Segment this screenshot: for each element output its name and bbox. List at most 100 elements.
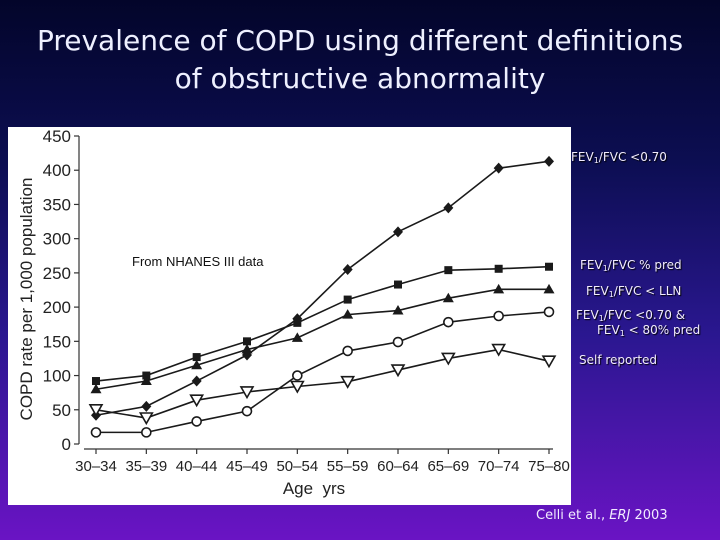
series-label-subscript: 1 xyxy=(593,156,599,165)
series-label-text: /FVC % pred xyxy=(607,258,682,272)
series-line xyxy=(95,348,550,419)
data-point xyxy=(493,162,504,174)
series-label-text: FEV xyxy=(576,308,599,322)
data-point xyxy=(292,370,303,381)
x-tick-label: 30–34 xyxy=(75,458,117,475)
data-point xyxy=(545,262,553,271)
x-axis-label: Age yrs xyxy=(283,479,345,498)
data-point xyxy=(241,405,253,417)
series-label-5: FEV1 < 80% pred xyxy=(597,323,700,341)
y-tick-label: 450 xyxy=(43,127,71,146)
series-4 xyxy=(90,306,555,438)
y-tick-label: 350 xyxy=(43,195,71,214)
slide-title-line-2: of obstructive abnormality xyxy=(174,62,546,95)
series-label-text: < 80% pred xyxy=(624,323,701,337)
data-point xyxy=(291,332,303,342)
data-point xyxy=(443,316,454,328)
source-note: From NHANES III data xyxy=(132,254,264,269)
data-point xyxy=(90,383,102,394)
data-point xyxy=(443,202,454,214)
data-point xyxy=(342,263,353,275)
series-label-text: FEV xyxy=(571,150,594,164)
series-label-text: /FVC <0.70 & xyxy=(603,308,686,322)
data-point xyxy=(543,306,555,318)
series-label-subscript: 1 xyxy=(598,314,604,323)
series-label-subscript: 1 xyxy=(619,329,625,338)
series-label-text: FEV xyxy=(586,284,609,298)
chart-panel: 0 50 100 150 200 250 300 350 400 450 30–34 35–39 40–… xyxy=(8,127,571,505)
data-point xyxy=(293,318,302,327)
data-point xyxy=(88,403,104,417)
citation-authors: Celli et al., xyxy=(536,508,606,523)
series-3 xyxy=(90,283,555,394)
series-label-1: FEV1/FVC <0.70 xyxy=(571,150,667,168)
data-point xyxy=(342,309,354,319)
series-label-text: FEV xyxy=(580,258,603,272)
y-tick-label: 0 xyxy=(62,435,71,454)
data-point xyxy=(491,343,507,357)
series-2 xyxy=(92,262,553,386)
data-point xyxy=(138,412,154,426)
y-tick-label: 200 xyxy=(43,298,71,317)
series-label-text: /FVC < LLN xyxy=(613,284,682,298)
data-point xyxy=(543,283,555,294)
y-tick-label: 300 xyxy=(43,230,71,249)
data-point xyxy=(239,386,255,400)
x-tick-label: 40–44 xyxy=(176,458,218,475)
data-point xyxy=(342,345,353,357)
data-point xyxy=(393,226,403,238)
series-label-6: Self reported xyxy=(579,353,657,368)
slide-title: Prevalence of COPD using different defin… xyxy=(0,22,720,98)
data-point xyxy=(140,375,152,386)
x-tick-label: 75–80 xyxy=(528,458,570,475)
series-line xyxy=(95,265,550,382)
series-label-2: FEV1/FVC % pred xyxy=(580,258,682,276)
series-label-3: FEV1/FVC < LLN xyxy=(586,284,681,302)
data-point xyxy=(92,377,100,386)
data-point xyxy=(544,155,554,167)
y-tick-label: 250 xyxy=(43,264,71,283)
x-tick-label: 55–59 xyxy=(327,458,369,475)
data-point xyxy=(191,375,202,387)
data-point xyxy=(243,337,251,346)
series-label-4: FEV1/FVC <0.70 & xyxy=(576,308,685,326)
citation-year: 2003 xyxy=(634,508,668,523)
x-tick-label: 65–69 xyxy=(427,458,469,475)
data-point xyxy=(541,355,557,369)
x-tick-label: 70–74 xyxy=(478,458,520,475)
x-tick-label: 35–39 xyxy=(125,458,167,475)
data-point xyxy=(340,375,356,389)
data-point xyxy=(189,394,205,408)
data-point xyxy=(493,310,504,322)
series-label-subscript: 1 xyxy=(608,290,614,299)
series-label-text: /FVC <0.70 xyxy=(598,150,667,164)
copd-prevalence-chart: 0 50 100 150 200 250 300 350 400 450 30–34 35–39 40–… xyxy=(17,127,570,498)
data-point xyxy=(394,280,402,289)
y-tick-label: 100 xyxy=(43,367,71,386)
x-tick-label: 60–64 xyxy=(377,458,419,475)
series-label-subscript: 1 xyxy=(602,264,608,273)
x-tick-label: 50–54 xyxy=(276,458,318,475)
data-point xyxy=(444,266,453,275)
slide-title-line-1: Prevalence of COPD using different defin… xyxy=(36,24,684,57)
data-point xyxy=(392,336,404,348)
y-tick-label: 50 xyxy=(52,401,71,420)
y-tick-label: 150 xyxy=(43,332,71,351)
data-point xyxy=(442,292,454,303)
series-1 xyxy=(91,155,554,421)
series-line xyxy=(95,288,549,391)
data-point xyxy=(192,353,201,362)
data-point xyxy=(343,295,352,304)
data-point xyxy=(241,344,253,354)
data-point xyxy=(390,364,406,378)
data-point xyxy=(289,380,305,394)
series-label-text: Self reported xyxy=(579,353,658,367)
data-point xyxy=(494,264,503,273)
series-line xyxy=(95,160,550,417)
data-point xyxy=(141,400,152,412)
data-point xyxy=(141,427,152,438)
citation: Celli et al., ERJ 2003 xyxy=(536,508,668,523)
series-line xyxy=(96,311,550,434)
data-point xyxy=(493,283,505,294)
data-point xyxy=(440,352,456,366)
